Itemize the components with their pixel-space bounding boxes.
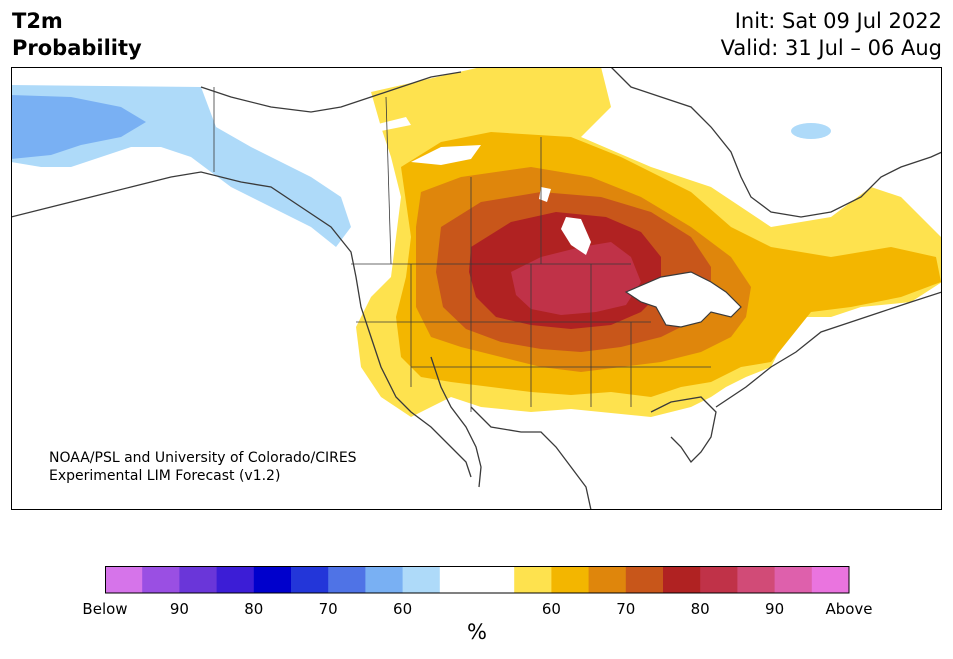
colorbar-tick-label: 80	[690, 600, 710, 618]
colorbar-swatch	[811, 566, 850, 593]
above-max-region	[511, 242, 641, 315]
title-line-2: Probability	[12, 36, 142, 60]
colorbar-swatch	[216, 566, 255, 593]
colorbar-swatch	[625, 566, 664, 593]
colorbar-swatch	[365, 566, 404, 593]
colorbar-tick-label: 70	[318, 600, 338, 618]
colorbar-swatch	[105, 566, 143, 593]
title-line-1: T2m	[12, 9, 63, 33]
credit-line-1: NOAA/PSL and University of Colorado/CIRE…	[49, 450, 357, 466]
colorbar-swatch	[179, 566, 218, 593]
credit-line-2: Experimental LIM Forecast (v1.2)	[49, 468, 281, 484]
lake-mask-3	[366, 117, 411, 132]
colorbar-tick-label: 60	[393, 600, 413, 618]
colorbar-swatch	[514, 566, 552, 593]
colorbar-swatch	[737, 566, 776, 593]
lake-mask-1	[561, 217, 591, 255]
colorbar-swatch	[291, 566, 329, 593]
init-date: Init: Sat 09 Jul 2022	[734, 9, 942, 33]
colorbar-tick-label: 80	[244, 600, 264, 618]
colorbar-swatch	[663, 566, 701, 593]
probability-map	[11, 67, 942, 510]
valid-date: Valid: 31 Jul – 06 Aug	[720, 36, 942, 60]
colorbar	[105, 566, 850, 594]
colorbar-swatch	[477, 566, 515, 593]
chart-title: T2m Probability	[12, 8, 142, 62]
colorbar-swatch	[142, 566, 180, 593]
colorbar-swatch	[551, 566, 590, 593]
colorbar-tick-label: 70	[616, 600, 636, 618]
credit-text: NOAA/PSL and University of Colorado/CIRE…	[49, 449, 357, 485]
colorbar-unit: %	[467, 620, 487, 644]
forecast-dates: Init: Sat 09 Jul 2022 Valid: 31 Jul – 06…	[721, 8, 942, 62]
colorbar-tick-label: Above	[825, 600, 873, 618]
colorbar-tick-label: 60	[541, 600, 561, 618]
colorbar-swatch	[439, 566, 478, 593]
map-frame	[11, 67, 942, 510]
colorbar-swatch	[700, 566, 738, 593]
great-lakes	[624, 271, 742, 328]
colorbar-swatch	[402, 566, 441, 593]
colorbar-swatch	[253, 566, 292, 593]
lake-mask-4	[539, 187, 551, 202]
colorbar-swatch	[588, 566, 627, 593]
coastlines	[11, 67, 942, 510]
colorbar-tick-label: 90	[765, 600, 785, 618]
below-70-region-alaska	[11, 95, 146, 159]
colorbar-tick-label: Below	[82, 600, 128, 618]
colorbar-tick-label: 90	[169, 600, 189, 618]
colorbar-frame	[105, 566, 850, 594]
colorbar-swatch	[328, 566, 366, 593]
below-60-region-hudson	[791, 123, 831, 139]
lake-mask-2	[411, 145, 481, 165]
state-borders	[213, 87, 711, 412]
colorbar-swatch	[774, 566, 813, 593]
